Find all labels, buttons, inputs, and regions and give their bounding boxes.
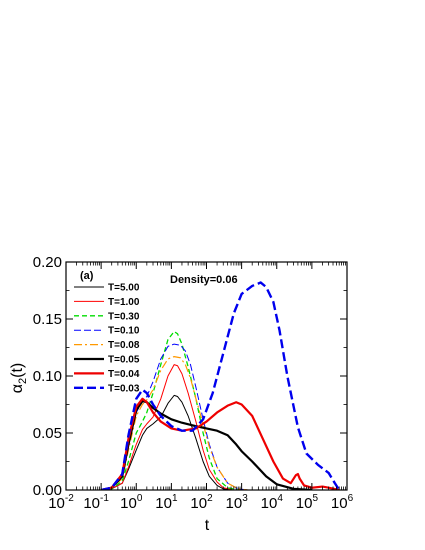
- legend-label: T=0.10: [108, 326, 140, 337]
- x-tick-label: 100: [120, 493, 143, 512]
- legend-label: T=0.30: [108, 311, 140, 322]
- x-tick-label: 104: [261, 493, 284, 512]
- ticks-layer: [65, 261, 348, 491]
- x-tick-label: 101: [155, 493, 178, 512]
- series-line-7: [100, 281, 341, 490]
- series-line-1: [101, 364, 234, 490]
- y-axis-title-sub: 2: [17, 378, 29, 384]
- y-axis-title-tail: (t): [9, 363, 26, 378]
- x-tick-label: 103: [226, 493, 249, 512]
- x-axis-title: t: [205, 517, 210, 534]
- y-tick-label: 0.15: [33, 311, 62, 328]
- svg-text:α2(t): α2(t): [9, 363, 29, 393]
- y-axis-title-main: α: [9, 384, 26, 393]
- legend-label: T=0.08: [108, 340, 140, 351]
- density-annotation: Density=0.06: [170, 274, 238, 286]
- panel-label: (a): [80, 270, 94, 282]
- x-tick-label: 105: [296, 493, 319, 512]
- legend-label: T=0.05: [108, 355, 140, 366]
- x-tick-label: 10-1: [83, 493, 109, 512]
- legend-label: T=1.00: [108, 297, 140, 308]
- tick-labels: 10-2 10-1 100 101 102 103 104 105 106 0.00 0.05 0.1…: [33, 254, 354, 512]
- series-line-4: [101, 356, 248, 490]
- series-line-6: [100, 397, 340, 490]
- legend-label: T=5.00: [108, 283, 140, 294]
- y-tick-label: 0.10: [33, 368, 62, 385]
- x-tick-label: 10-2: [48, 493, 74, 512]
- series-line-3: [101, 343, 248, 490]
- x-tick-label: 102: [190, 493, 213, 512]
- y-tick-label: 0.05: [33, 425, 62, 442]
- y-axis-title: α2(t): [9, 363, 29, 393]
- legend-label: T=0.03: [108, 383, 140, 394]
- series-layer: [100, 281, 341, 490]
- series-line-2: [101, 330, 239, 490]
- y-tick-label: 0.20: [33, 254, 62, 271]
- y-tick-label: 0.00: [33, 482, 62, 499]
- legend: T=5.00 T=1.00 T=0.30 T=0.10 T=0.08 T=0.05 T=0.…: [74, 283, 140, 394]
- x-tick-label: 106: [331, 493, 354, 512]
- series-line-0: [101, 394, 232, 490]
- legend-label: T=0.04: [108, 369, 140, 380]
